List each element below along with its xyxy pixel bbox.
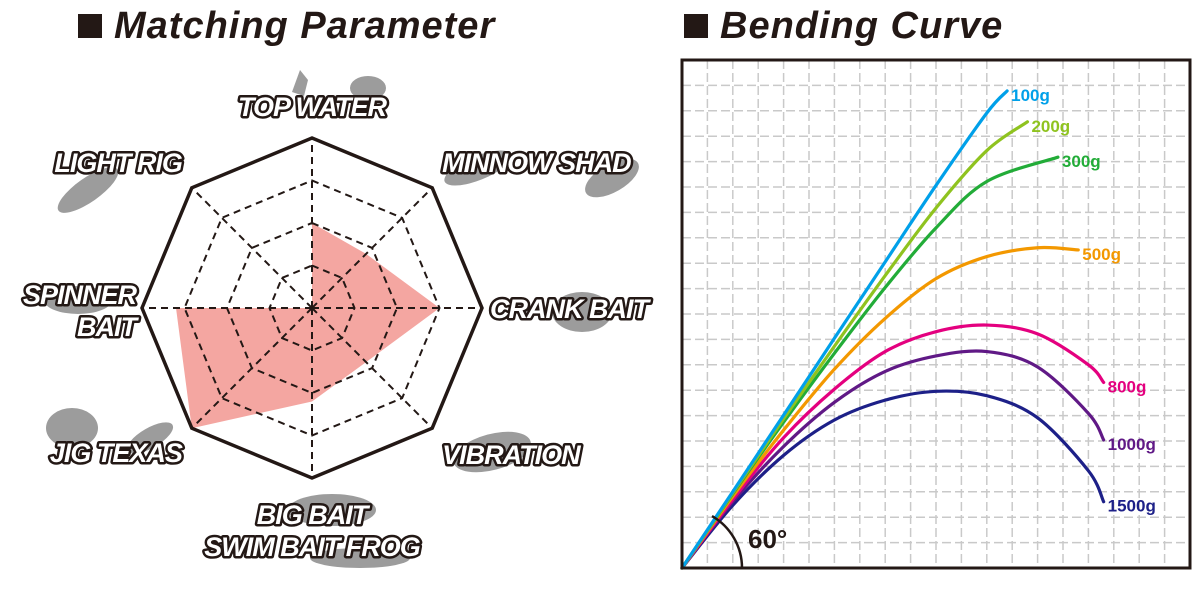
- bending-curve-title: Bending Curve: [684, 2, 1003, 50]
- curve-labels: 1500g 1000g 800g 500g 300g 200g 100g: [1011, 86, 1156, 516]
- jig-lure-icon: [46, 408, 98, 448]
- bending-curve-100g: [680, 89, 1009, 570]
- matching-parameter-title-text: Matching Parameter: [114, 4, 496, 47]
- texas-rig-lure-icon: [126, 422, 174, 454]
- bigbait-lure-icon: [288, 494, 376, 526]
- bending-curve-500g: [680, 245, 1080, 570]
- angle-label: 60°: [748, 524, 787, 554]
- topwater-lure-icon: [350, 76, 386, 100]
- title-square-icon: [78, 14, 102, 38]
- radar-axis-label: TOP WATER: [238, 92, 388, 122]
- radar-spoke: [311, 307, 433, 429]
- curve-label-800g: 800g: [1108, 377, 1147, 396]
- radar-axis-label: SWIM BAIT FROG: [204, 532, 420, 562]
- angle-arc: [711, 514, 744, 569]
- radar-frame: [140, 136, 484, 480]
- radar-axis-label: VIBRATION: [442, 440, 581, 470]
- radar-axis-label: LIGHT RIG: [54, 148, 182, 178]
- radar-axis-label: BAIT: [77, 312, 139, 342]
- swimbait-lure-icon: [310, 548, 410, 568]
- radar-axis-label: CRANK BAIT: [490, 294, 651, 324]
- radar-axis-label: JIG TEXAS: [50, 438, 183, 468]
- radar-grid: [142, 138, 482, 478]
- crankbait-lure-icon: [552, 292, 612, 332]
- curve-label-1000g: 1000g: [1108, 435, 1156, 454]
- minnow-lure-icon: [444, 150, 512, 186]
- radar-grid-ring: [268, 264, 356, 352]
- bending-curve-1000g: [680, 349, 1106, 570]
- frog-lure-icon: [292, 70, 308, 96]
- spinnerbait-lure-icon: [44, 286, 112, 314]
- curve-label-200g: 200g: [1031, 117, 1070, 136]
- bending-curve-800g: [680, 323, 1106, 570]
- light-rig-lure-icon: [57, 167, 119, 213]
- lure-silhouettes: [44, 70, 639, 568]
- shad-lure-icon: [585, 158, 639, 198]
- curve-label-1500g: 1500g: [1108, 497, 1156, 516]
- radar-grid-ring: [183, 179, 441, 437]
- matching-parameter-title: Matching Parameter: [78, 2, 495, 50]
- radar-chart: TOP WATER MINNOW SHAD CRANK BAIT VIBRATION B…: [20, 70, 655, 568]
- radar-axis-label: MINNOW SHAD: [442, 148, 631, 178]
- curve-label-500g: 500g: [1082, 245, 1121, 264]
- curve-label-100g: 100g: [1011, 86, 1050, 105]
- radar-axis-labels: TOP WATER MINNOW SHAD CRANK BAIT VIBRATION B…: [20, 90, 655, 565]
- title-square-icon: [684, 14, 708, 38]
- bending-curve-1500g: [680, 389, 1106, 570]
- plot-frame: [680, 58, 1192, 570]
- vibration-lure-icon: [453, 431, 531, 473]
- radar-axis-label: SPINNER: [23, 280, 138, 310]
- radar-spoke: [191, 307, 313, 429]
- radar-spoke: [191, 187, 313, 309]
- curve-label-300g: 300g: [1062, 152, 1101, 171]
- bending-curve-title-text: Bending Curve: [720, 4, 1004, 47]
- bending-curves: [680, 89, 1106, 570]
- radar-spoke: [311, 187, 433, 309]
- radar-axis-label: BIG BAIT: [257, 500, 371, 530]
- radar-grid-ring: [225, 221, 399, 395]
